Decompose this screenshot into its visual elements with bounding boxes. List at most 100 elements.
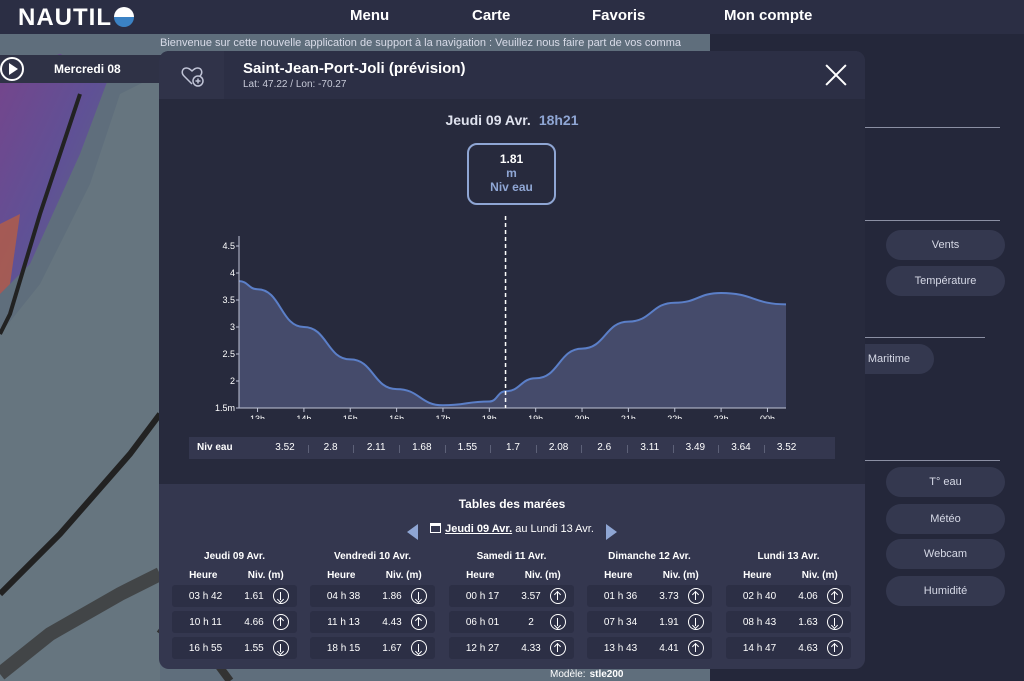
tide-day-name: Jeudi 09 Avr.	[204, 551, 265, 562]
nav-carte[interactable]: Carte	[472, 7, 511, 24]
x-tick-label: 14h	[296, 414, 311, 419]
tide-row: 03 h 42 1.61	[172, 585, 297, 607]
welcome-banner: Bienvenue sur cette nouvelle application…	[160, 37, 681, 49]
y-tick-label: 4.5	[222, 241, 235, 251]
layer-button-water-temp[interactable]: T° eau	[886, 467, 1005, 497]
water-level-separator	[763, 445, 765, 453]
layer-button-vents[interactable]: Vents	[886, 230, 1005, 260]
divider	[865, 460, 1000, 461]
y-tick-label: 2	[230, 376, 235, 386]
play-icon[interactable]	[0, 57, 24, 81]
tide-forecast-modal: Saint-Jean-Port-Joli (prévision) Lat: 47…	[159, 51, 865, 669]
water-level-label: Niv eau	[197, 442, 233, 453]
tide-row: 11 h 13 4.43	[310, 611, 435, 633]
layer-button-meteo[interactable]: Météo	[886, 504, 1005, 534]
logo-globe-icon	[113, 7, 134, 27]
y-tick-label: 2.5	[222, 349, 235, 359]
low-tide-arrow-down-icon	[411, 588, 427, 604]
water-level-separator	[490, 445, 492, 453]
header-hour: Heure	[743, 570, 772, 581]
level-readout: 1.81 m Niv eau	[467, 143, 556, 205]
y-tick-label: 4	[230, 268, 235, 278]
tide-time: 18 h 15	[326, 642, 361, 654]
tide-table-header: Heure Niv. (m)	[172, 570, 297, 581]
x-tick-label: 20h	[575, 414, 590, 419]
tide-row: 12 h 27 4.33	[449, 637, 574, 659]
tide-day-column: Jeudi 09 Avr. Heure Niv. (m) 03 h 42 1.61 10 …	[172, 551, 297, 659]
range-start-link[interactable]: Jeudi 09 Avr.	[445, 523, 513, 535]
high-tide-arrow-up-icon	[411, 614, 427, 630]
water-level-value: 1.55	[457, 442, 478, 453]
divider	[865, 127, 1000, 128]
tide-day-column: Samedi 11 Avr. Heure Niv. (m) 00 h 17 3.57 06…	[449, 551, 574, 659]
model-label: Modèle: stle200	[550, 669, 624, 680]
tide-chart[interactable]: 4.5 4 3.5 3 2.5 2 1.5m 13h 14h 15h 16h 17h 18h 19h 20h…	[159, 99, 865, 419]
tide-time: 04 h 38	[326, 590, 361, 602]
tide-level: 1.55	[244, 642, 264, 654]
water-level-value: 3.11	[640, 442, 660, 453]
high-tide-arrow-up-icon	[273, 614, 289, 630]
water-level-separator	[672, 445, 674, 453]
tide-day-column: Dimanche 12 Avr. Heure Niv. (m) 01 h 36 3.73…	[587, 551, 712, 659]
x-tick-label: 23h	[714, 414, 729, 419]
water-level-separator	[535, 445, 537, 453]
nav-mon-compte[interactable]: Mon compte	[724, 7, 813, 24]
low-tide-arrow-down-icon	[411, 640, 427, 656]
tide-level: 4.66	[244, 616, 264, 628]
tide-level: 3.57	[521, 590, 541, 602]
layer-button-webcam[interactable]: Webcam	[886, 539, 1005, 569]
header-level: Niv. (m)	[524, 570, 561, 581]
tide-table-header: Heure Niv. (m)	[310, 570, 435, 581]
layer-button-temperature[interactable]: Température	[886, 266, 1005, 296]
calendar-icon	[430, 523, 442, 533]
water-level-separator	[444, 445, 446, 453]
tide-area	[239, 281, 786, 408]
tide-level: 4.41	[659, 642, 679, 654]
tide-line	[238, 280, 787, 407]
nav-menu[interactable]: Menu	[350, 7, 390, 24]
x-tick-label: 22h	[667, 414, 682, 419]
tide-table-header: Heure Niv. (m)	[587, 570, 712, 581]
logo[interactable]: NAUTIL	[18, 4, 134, 32]
high-tide-arrow-up-icon	[827, 640, 843, 656]
high-tide-arrow-up-icon	[550, 588, 566, 604]
header-level: Niv. (m)	[385, 570, 422, 581]
next-arrow-icon[interactable]	[606, 524, 617, 540]
tide-time: 06 h 01	[465, 616, 500, 628]
close-icon[interactable]	[824, 63, 848, 87]
prev-arrow-icon[interactable]	[407, 524, 418, 540]
tide-level: 4.63	[798, 642, 818, 654]
location-title: Saint-Jean-Port-Joli (prévision)	[243, 60, 466, 77]
tide-row: 02 h 40 4.06	[726, 585, 851, 607]
water-level-value: 2.8	[323, 442, 338, 453]
tide-row: 01 h 36 3.73	[587, 585, 712, 607]
date-bar	[0, 55, 170, 83]
high-tide-arrow-up-icon	[688, 640, 704, 656]
tide-table-header: Heure Niv. (m)	[726, 570, 851, 581]
tide-time: 08 h 43	[742, 616, 777, 628]
chart-day-title: Jeudi 09 Avr. 18h21	[445, 112, 579, 128]
tide-time: 11 h 13	[327, 616, 360, 628]
x-tick-label: 13h	[250, 414, 265, 419]
high-tide-arrow-up-icon	[688, 588, 704, 604]
x-tick-label: 21h	[621, 414, 636, 419]
tide-time: 10 h 11	[189, 616, 222, 628]
high-tide-arrow-up-icon	[550, 640, 566, 656]
favorite-button[interactable]	[159, 51, 224, 99]
tide-date-range: Jeudi 09 Avr. au Lundi 13 Avr.	[159, 523, 865, 535]
low-tide-arrow-down-icon	[273, 588, 289, 604]
tide-time: 12 h 27	[465, 642, 500, 654]
water-level-separator	[627, 445, 628, 453]
tide-row: 07 h 34 1.91	[587, 611, 712, 633]
layer-button-humidite[interactable]: Humidité	[886, 576, 1005, 606]
water-level-value: 3.64	[731, 442, 751, 453]
water-level-separator	[307, 445, 309, 453]
header-hour: Heure	[604, 570, 633, 581]
water-level-value: 2.08	[548, 442, 569, 453]
x-tick-label: 19h	[528, 414, 543, 419]
tide-level: 1.86	[382, 590, 402, 602]
water-level-separator	[353, 445, 355, 453]
tide-row: 10 h 11 4.66	[172, 611, 297, 633]
water-level-value: 2.11	[366, 442, 386, 453]
nav-favoris[interactable]: Favoris	[592, 7, 646, 24]
